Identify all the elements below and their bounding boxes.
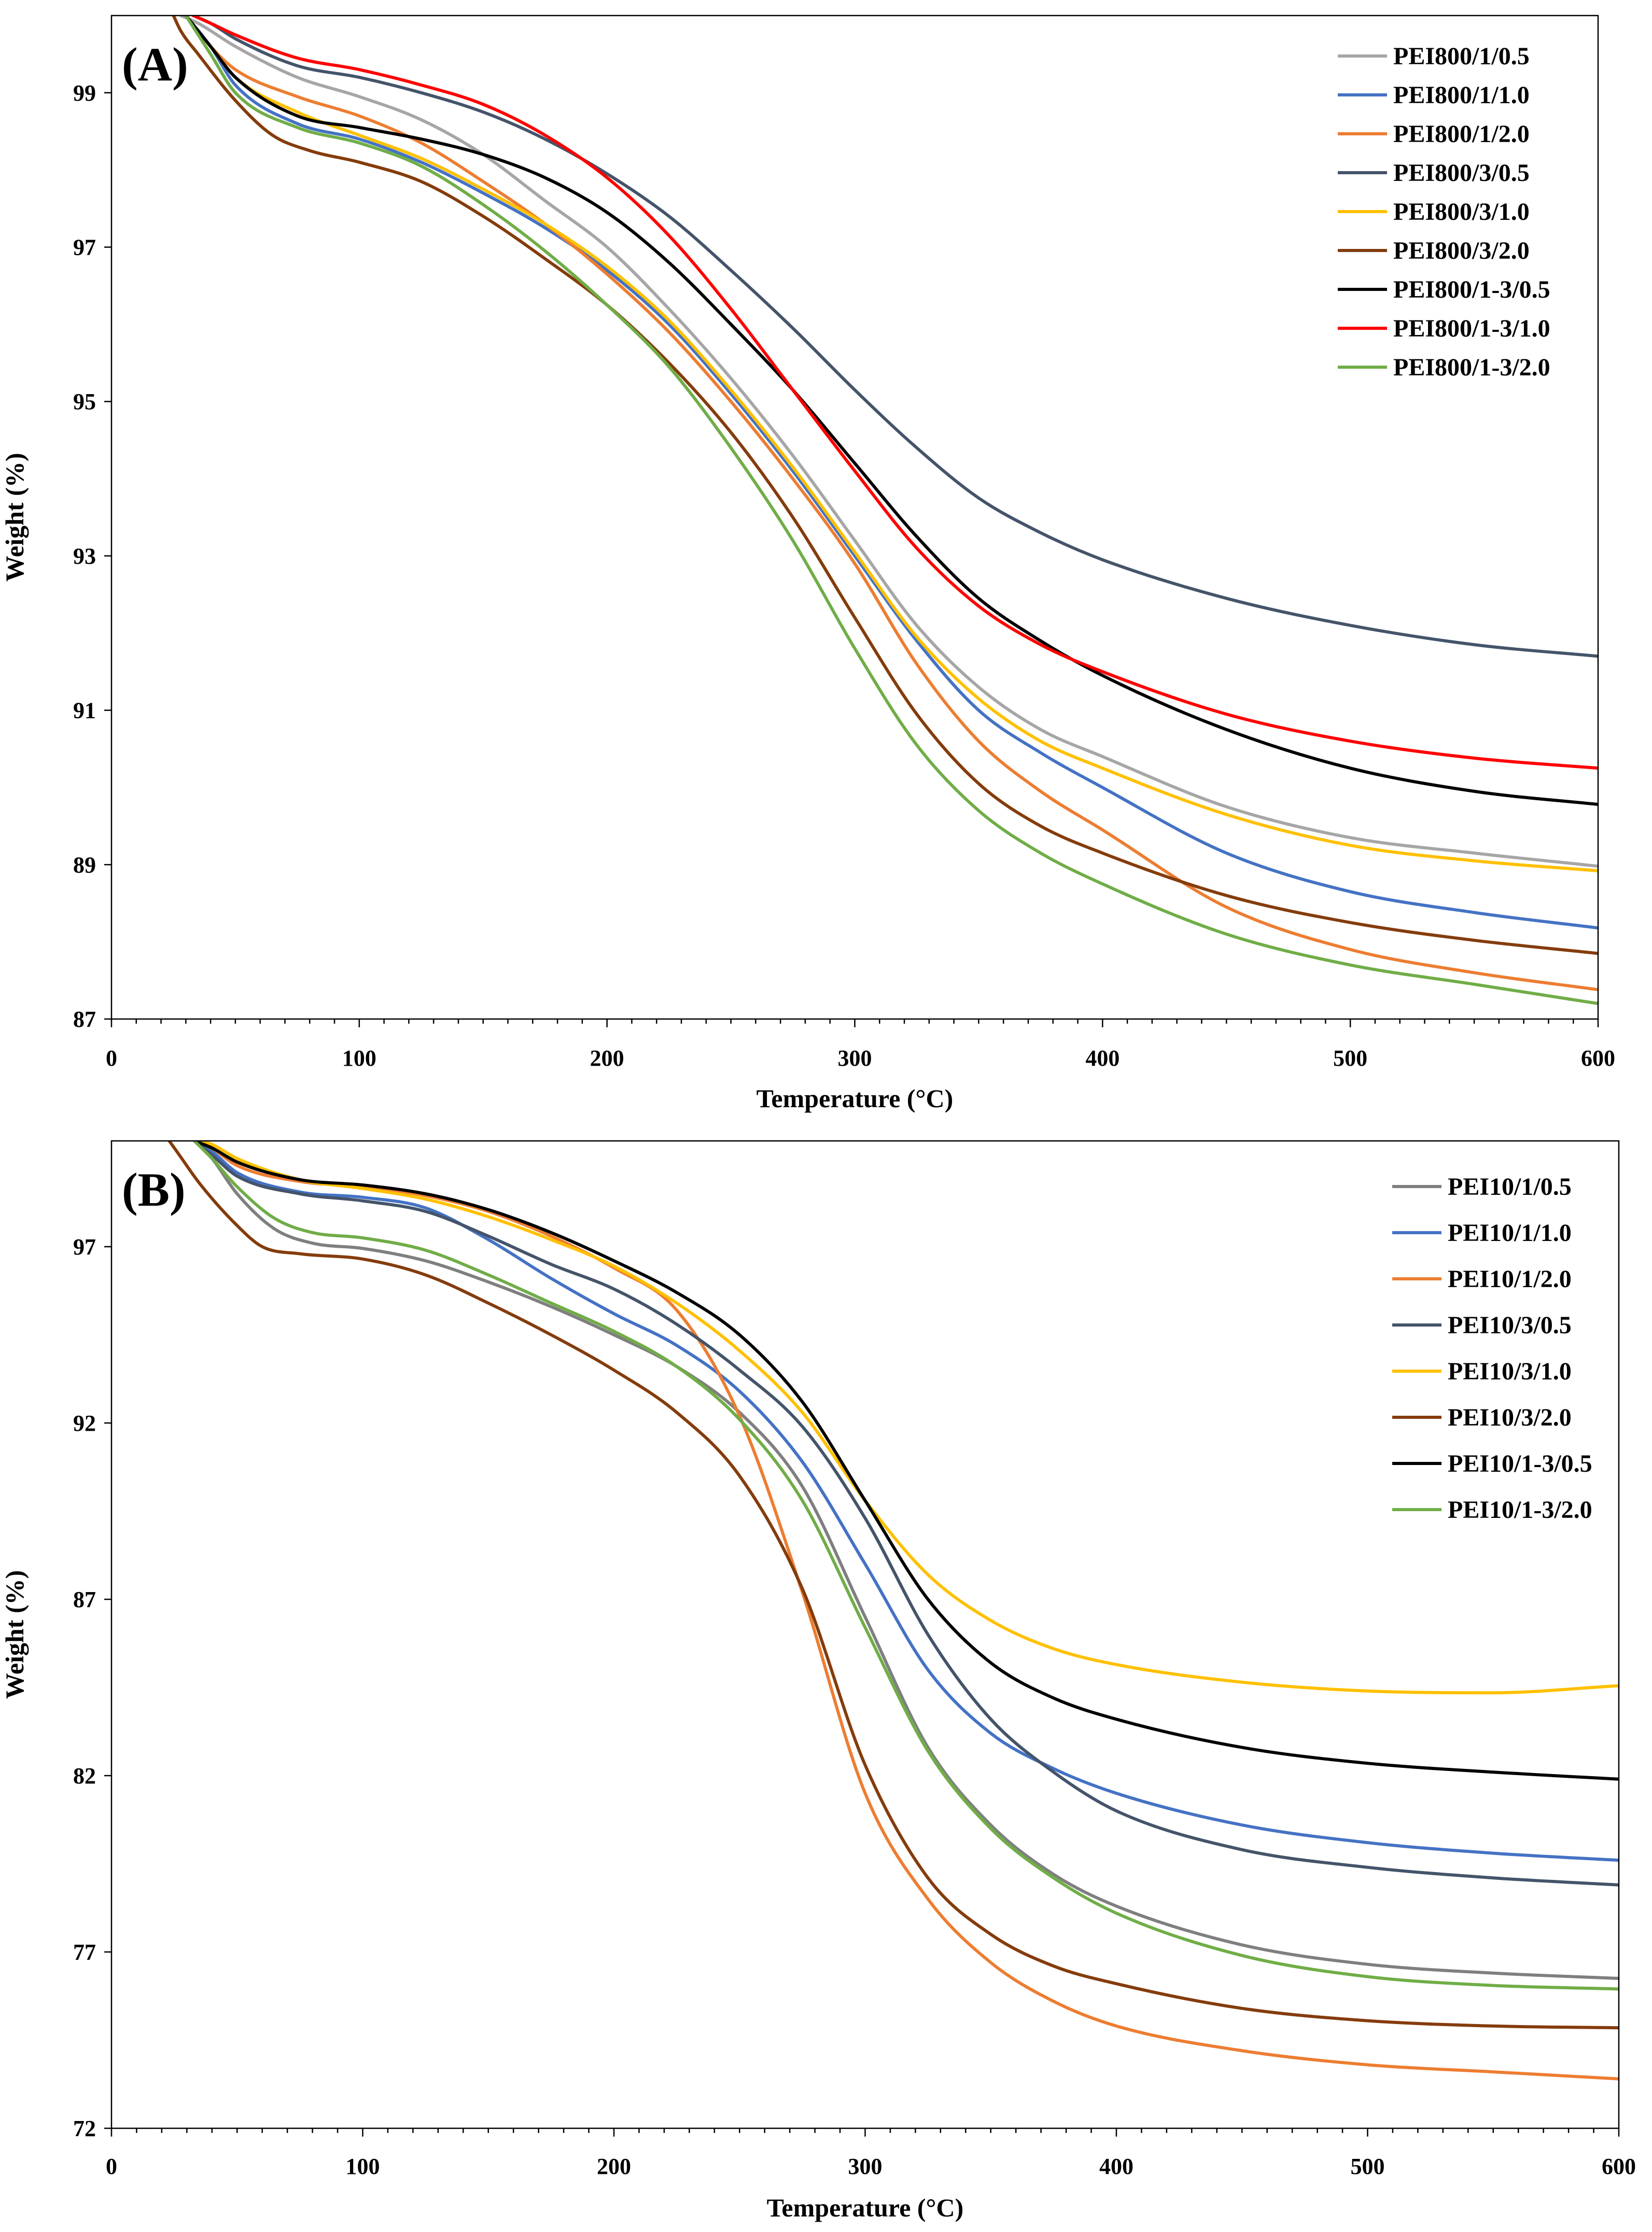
- panel-label: (A): [122, 38, 188, 91]
- y-tick-label: 77: [73, 1940, 96, 1965]
- x-tick-label: 500: [1351, 2154, 1385, 2179]
- series-line-PEI800/1/2.0: [184, 16, 1598, 992]
- legend-label: PEI10/1-3/2.0: [1448, 1496, 1592, 1524]
- x-axis-label: Temperature (°C): [757, 1084, 954, 1113]
- series-line-PEI10/1/1.0: [192, 1141, 1619, 1862]
- x-tick-label: 300: [848, 2154, 883, 2179]
- series-line-PEI800/3/0.5: [191, 16, 1598, 658]
- y-axis-label: Weight (%): [0, 1570, 29, 1699]
- legend-label: PEI10/3/2.0: [1448, 1404, 1572, 1431]
- y-tick-label: 89: [73, 852, 96, 877]
- series-line-PEI800/1-3/2.0: [184, 16, 1598, 1006]
- y-tick-label: 72: [73, 2116, 96, 2141]
- legend-label: PEI10/3/0.5: [1448, 1312, 1572, 1339]
- y-tick-label: 91: [73, 698, 96, 723]
- chart-panel-1: 0 100 200 300 400 500 600 72 77 82 87 92 97 Temperatu…: [0, 1140, 1636, 2222]
- chart-panel-0: 0 100 200 300 400 500 600 87 89 91 93 95 97 99 Tempera…: [0, 15, 1615, 1113]
- series-line-PEI800/3/1.0: [184, 16, 1598, 873]
- series-line-PEI800/1/1.0: [184, 16, 1598, 930]
- series-line-PEI10/1-3/2.0: [192, 1141, 1619, 1991]
- panel-label: (B): [122, 1163, 186, 1216]
- y-tick-label: 95: [73, 389, 96, 414]
- legend-label: PEI800/1/0.5: [1393, 43, 1530, 70]
- legend-label: PEI800/3/0.5: [1393, 159, 1530, 187]
- legend-label: PEI800/1-3/1.0: [1393, 315, 1550, 342]
- legend-label: PEI800/3/1.0: [1393, 198, 1530, 226]
- legend-label: PEI10/3/1.0: [1448, 1358, 1572, 1385]
- x-tick-label: 400: [1099, 2154, 1133, 2179]
- legend-label: PEI10/1/0.5: [1448, 1173, 1572, 1201]
- legend: PEI800/1/0.5 PEI800/1/1.0 PEI800/1/2.0 PEI8…: [1338, 43, 1550, 381]
- series-line-PEI10/3/1.0: [198, 1141, 1619, 1695]
- legend: PEI10/1/0.5 PEI10/1/1.0 PEI10/1/2.0 PEI10/3…: [1392, 1173, 1592, 1524]
- series-line-PEI10/3/2.0: [167, 1141, 1619, 2030]
- x-tick-label: 0: [106, 1045, 117, 1071]
- y-tick-label: 82: [73, 1763, 96, 1789]
- y-tick-label: 97: [73, 235, 96, 260]
- x-tick-label: 500: [1333, 1045, 1367, 1071]
- x-tick-label: 600: [1581, 1045, 1615, 1071]
- legend-label: PEI800/1-3/2.0: [1393, 354, 1550, 381]
- plot-area-frame: [110, 15, 1599, 1020]
- x-tick-label: 100: [342, 1045, 376, 1071]
- y-tick-label: 92: [73, 1411, 96, 1436]
- legend-label: PEI800/1/2.0: [1393, 120, 1530, 148]
- x-tick-label: 600: [1602, 2154, 1636, 2179]
- series-line-PEI800/1/0.5: [179, 16, 1598, 868]
- legend-label: PEI800/1-3/0.5: [1393, 276, 1550, 303]
- legend-label: PEI10/1-3/0.5: [1448, 1450, 1592, 1477]
- y-tick-label: 99: [73, 80, 96, 106]
- x-tick-label: 0: [106, 2154, 117, 2179]
- legend-label: PEI800/1/1.0: [1393, 81, 1530, 109]
- x-tick-label: 200: [597, 2154, 631, 2179]
- x-tick-label: 100: [346, 2154, 380, 2179]
- y-axis-label: Weight (%): [0, 453, 29, 582]
- legend-label: PEI10/1/1.0: [1448, 1219, 1572, 1247]
- series-line-PEI800/1-3/1.0: [191, 16, 1598, 770]
- series-line-PEI10/1/0.5: [192, 1141, 1619, 1980]
- x-axis-label: Temperature (°C): [767, 2193, 964, 2222]
- x-tick-label: 300: [838, 1045, 872, 1071]
- x-tick-label: 200: [590, 1045, 624, 1071]
- y-tick-label: 87: [73, 1587, 96, 1612]
- y-tick-label: 87: [73, 1007, 96, 1032]
- series-line-PEI10/1-3/0.5: [192, 1141, 1619, 1781]
- y-tick-label: 93: [73, 543, 96, 569]
- series-line-PEI10/1/2.0: [198, 1141, 1619, 2081]
- y-tick-label: 97: [73, 1234, 96, 1260]
- series-line-PEI800/3/2.0: [172, 16, 1598, 955]
- legend-label: PEI10/1/2.0: [1448, 1265, 1572, 1293]
- legend-label: PEI800/3/2.0: [1393, 237, 1530, 264]
- series-line-PEI10/3/0.5: [192, 1141, 1619, 1887]
- x-tick-label: 400: [1085, 1045, 1119, 1071]
